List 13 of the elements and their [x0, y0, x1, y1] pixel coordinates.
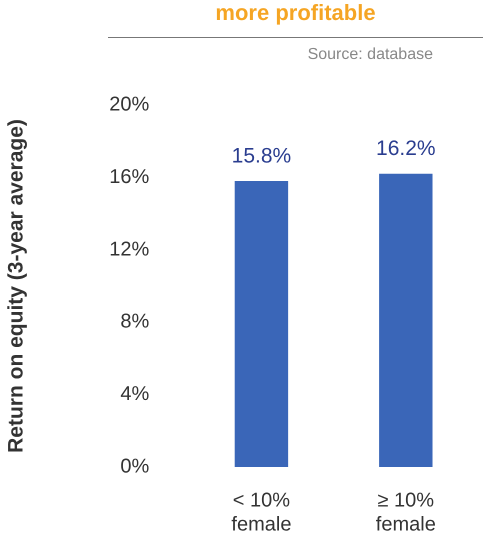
- y-tick-label: 20%: [109, 94, 150, 116]
- y-axis-title: Return on equity (3-year average): [4, 119, 28, 453]
- y-tick-label: 4%: [120, 383, 150, 406]
- data-label: 16.2%: [376, 137, 436, 160]
- y-tick-label: 12%: [109, 238, 150, 260]
- y-tick-label: 8%: [120, 310, 150, 333]
- source-note: Source: database: [308, 46, 433, 64]
- x-tick-label: < 10% female: [231, 490, 292, 536]
- y-tick-label: 16%: [109, 166, 150, 188]
- chart-title: more profitable: [214, 0, 377, 26]
- data-label: 15.8%: [232, 144, 292, 168]
- x-tick-label: ≥ 10% female: [376, 490, 436, 536]
- y-tick-label: 0%: [120, 456, 150, 478]
